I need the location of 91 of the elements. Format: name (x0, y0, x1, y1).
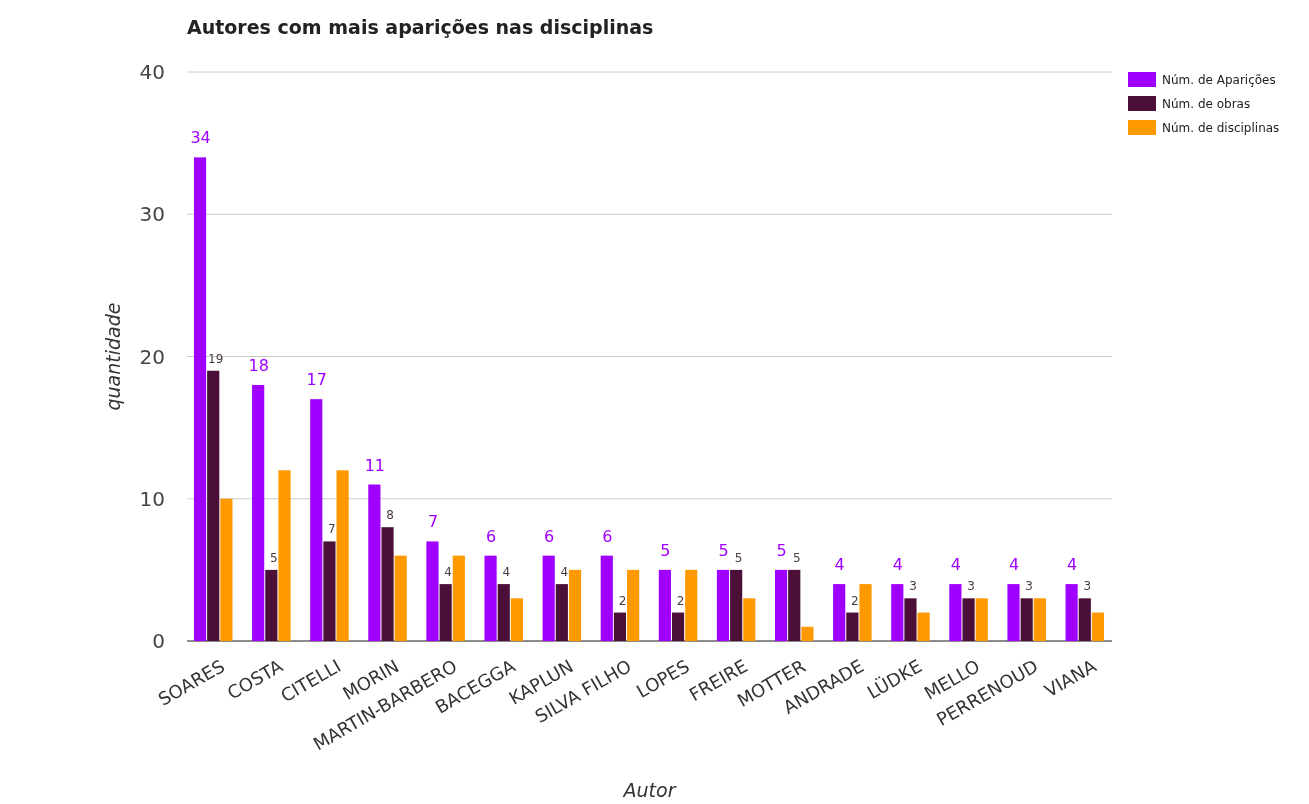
bar (627, 569, 640, 641)
bar (904, 598, 917, 641)
data-label: 4 (444, 565, 452, 580)
bar (323, 541, 336, 641)
bar (381, 527, 394, 641)
bar (891, 584, 904, 641)
bar (426, 541, 439, 641)
bar (193, 157, 207, 641)
bar (484, 555, 497, 641)
data-label: 3 (909, 579, 917, 594)
bar (278, 470, 291, 641)
data-label: 6 (544, 526, 555, 546)
data-label: 4 (1067, 555, 1078, 575)
bar (685, 569, 698, 641)
data-label: 3 (1025, 579, 1033, 594)
data-label: 6 (602, 526, 613, 546)
bar (1033, 598, 1046, 641)
data-label: 5 (270, 550, 278, 565)
legend-label: Núm. de obras (1162, 97, 1251, 112)
bar (368, 484, 381, 641)
bar (743, 598, 756, 641)
data-label: 5 (776, 540, 787, 560)
data-label: 4 (950, 555, 961, 575)
bar (1091, 612, 1105, 641)
data-label: 17 (306, 370, 327, 390)
data-label: 6 (485, 526, 497, 546)
x-axis-title: Autor (621, 779, 677, 801)
data-label: 7 (328, 522, 336, 537)
chart-title: Autores com mais aparições nas disciplinas (187, 16, 654, 38)
data-label: 3 (1083, 579, 1092, 594)
bar (497, 584, 510, 641)
bar (1078, 598, 1091, 641)
y-tick-label: 0 (152, 629, 165, 653)
bar (716, 569, 730, 641)
bar (775, 569, 788, 641)
legend-label: Núm. de Aparições (1162, 73, 1276, 88)
bar (658, 569, 671, 641)
bar (1007, 584, 1020, 641)
y-axis-title: quantidade (102, 302, 124, 411)
data-label: 34 (190, 128, 211, 148)
data-label: 4 (502, 565, 511, 580)
y-tick-label: 40 (139, 60, 165, 84)
bar (568, 569, 582, 641)
bar (917, 612, 930, 641)
bar (265, 569, 278, 641)
bar (730, 569, 743, 641)
bar (833, 584, 846, 641)
bar (1065, 584, 1078, 641)
bar (555, 584, 568, 641)
data-label: 18 (248, 355, 269, 375)
bar (975, 598, 988, 641)
bar (394, 555, 407, 641)
data-label: 5 (718, 540, 729, 560)
bar (788, 569, 801, 641)
data-label: 3 (967, 579, 975, 594)
data-label: 4 (560, 565, 569, 580)
bar (962, 598, 975, 641)
data-label: 19 (208, 351, 224, 366)
data-label: 4 (892, 555, 903, 575)
bar (949, 584, 962, 641)
bar (600, 555, 613, 641)
data-label: 2 (676, 593, 685, 608)
bar (252, 384, 265, 641)
bar (510, 598, 523, 641)
bar (542, 555, 555, 641)
legend-label: Núm. de disciplinas (1162, 121, 1280, 136)
data-label: 4 (834, 555, 845, 575)
bar (452, 555, 465, 641)
y-tick-label: 30 (139, 202, 165, 227)
bar (613, 612, 627, 641)
bar (859, 584, 872, 641)
bar (671, 612, 685, 641)
data-label: 11 (364, 455, 386, 475)
data-label: 5 (792, 550, 801, 565)
data-label: 2 (851, 593, 859, 608)
bar (439, 584, 452, 641)
bar (1020, 598, 1033, 641)
data-label: 4 (1008, 555, 1020, 575)
bar (336, 470, 349, 641)
data-label: 5 (734, 550, 743, 565)
bar (846, 612, 859, 641)
bar (207, 370, 220, 641)
data-label: 2 (618, 593, 627, 608)
bar (220, 498, 233, 641)
y-tick-label: 20 (139, 344, 165, 369)
data-label: 7 (427, 512, 439, 532)
y-tick-label: 10 (139, 486, 165, 511)
bar (310, 399, 323, 641)
bar (801, 626, 814, 641)
data-label: 5 (660, 540, 671, 560)
data-label: 8 (386, 508, 394, 523)
